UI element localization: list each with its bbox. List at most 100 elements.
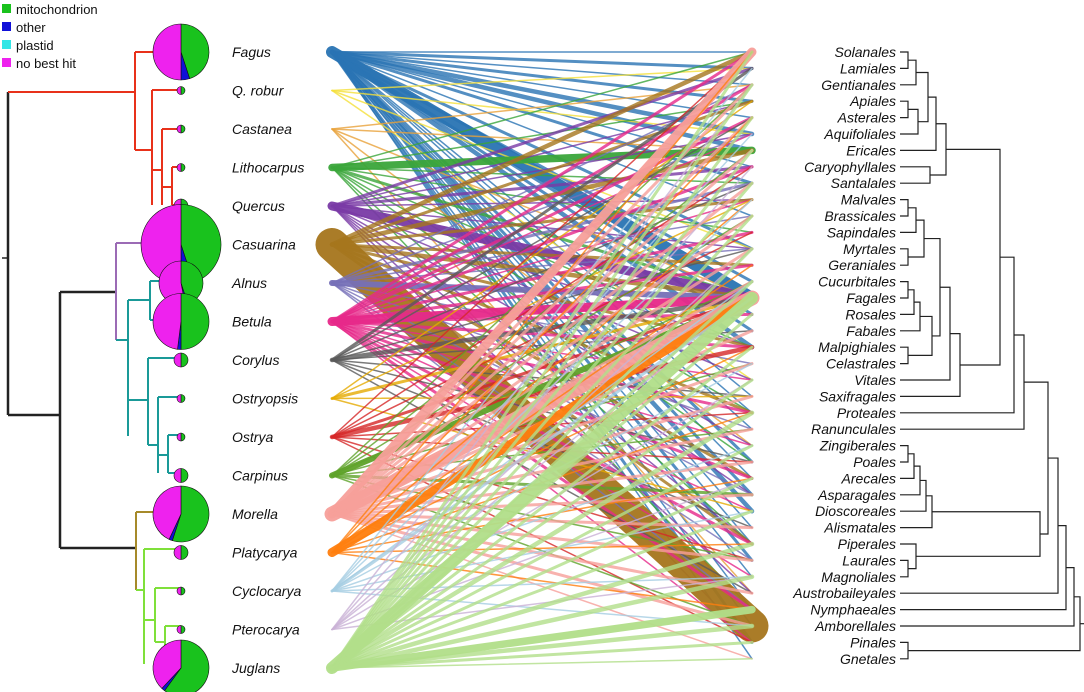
order-label-apiales: Apiales bbox=[849, 93, 896, 109]
pie-slice-q-robur-no-best-hit bbox=[176, 86, 182, 95]
legend-label-plastid: plastid bbox=[16, 38, 54, 53]
order-tree-node-sol-lam bbox=[900, 51, 909, 70]
angiosperm-order-phylogeny bbox=[900, 51, 1084, 660]
link-juglans-vitales bbox=[330, 378, 754, 670]
legend-swatch-other bbox=[2, 22, 11, 31]
pie-q-robur bbox=[176, 86, 186, 95]
fagales-taxon-labels: Fagus Q. robur Castanea Lithocarpus Quercus C… bbox=[231, 44, 304, 676]
order-tree-node-lau-mag bbox=[900, 559, 909, 578]
pie-lithocarpus bbox=[176, 163, 186, 172]
link-fagus-ranunculales bbox=[331, 51, 753, 430]
pie-slice-platycarya-no-best-hit bbox=[173, 545, 182, 560]
link-morella-ranunculales bbox=[330, 427, 754, 516]
pie-betula bbox=[152, 293, 210, 350]
order-tree-node-mono-asp bbox=[900, 465, 921, 496]
pie-slice-castanea-mitochondrion bbox=[180, 124, 186, 134]
pie-slice-q-robur-mitochondrion bbox=[180, 86, 186, 95]
order-label-arecales: Arecales bbox=[841, 470, 896, 486]
taxon-label-casuarina: Casuarina bbox=[232, 237, 296, 253]
link-castanea-ericales bbox=[331, 128, 753, 152]
pie-slice-lithocarpus-no-best-hit bbox=[176, 163, 182, 172]
pie-slice-carpinus-no-best-hit bbox=[173, 468, 182, 483]
pie-carpinus bbox=[173, 468, 189, 483]
order-label-fabales: Fabales bbox=[846, 323, 896, 339]
order-label-malvales: Malvales bbox=[841, 192, 896, 208]
pie-slice-morella-no-best-hit bbox=[152, 485, 182, 540]
order-tree-node-campanulids bbox=[900, 108, 919, 135]
pie-slice-ostryopsis-mitochondrion bbox=[180, 394, 186, 403]
link-juglans-pinales bbox=[330, 640, 754, 670]
order-label-pinales: Pinales bbox=[850, 634, 896, 650]
link-juglans-rosales bbox=[330, 312, 754, 670]
link-platycarya-piperales bbox=[331, 543, 753, 554]
pie-slice-juglans-no-best-hit bbox=[152, 639, 182, 689]
order-tree-node-api-ast bbox=[900, 100, 909, 119]
pie-slice-ostrya-no-best-hit bbox=[176, 432, 182, 442]
order-tree-node-mal-bra bbox=[900, 199, 909, 217]
pie-slice-betula-mitochondrion bbox=[180, 293, 210, 350]
link-juglans-zingiberales bbox=[330, 444, 754, 670]
legend-label-mitochondrion: mitochondrion bbox=[16, 2, 98, 17]
link-lithocarpus-solanales bbox=[331, 51, 753, 169]
taxon-label-corylus: Corylus bbox=[232, 352, 279, 368]
order-label-brassicales: Brassicales bbox=[824, 208, 896, 224]
order-tree-node-mes-aus bbox=[900, 457, 1059, 594]
link-betula-malvales bbox=[331, 198, 753, 323]
link-alnus-fagales bbox=[329, 280, 755, 301]
order-tree-node-mono-dio bbox=[900, 479, 927, 512]
order-tree-node-mal-cel bbox=[900, 346, 909, 365]
pie-slice-platycarya-mitochondrion bbox=[180, 545, 189, 560]
link-juglans-nymphaeales bbox=[328, 605, 756, 672]
pie-slice-juglans-mitochondrion bbox=[164, 639, 210, 692]
order-tree-node-commelinids bbox=[900, 453, 915, 479]
taxon-label-q-robur: Q. robur bbox=[232, 83, 285, 99]
order-label-magnoliales: Magnoliales bbox=[821, 569, 896, 585]
link-morella-alismatales bbox=[330, 512, 754, 530]
order-tree-node-mes-nym bbox=[900, 525, 1067, 611]
pie-slice-corylus-mitochondrion bbox=[180, 352, 189, 368]
link-ostrya-solanales bbox=[331, 51, 753, 438]
order-label-santalales: Santalales bbox=[831, 175, 896, 191]
link-carpinus-ericales bbox=[331, 149, 753, 477]
order-label-ericales: Ericales bbox=[846, 142, 896, 158]
link-juglans-gentianales bbox=[330, 83, 754, 670]
link-alnus-santalales bbox=[330, 181, 754, 285]
order-tree-node-cuc-fag bbox=[900, 281, 909, 299]
legend-label-no-best-hit: no best hit bbox=[16, 56, 76, 71]
order-label-geraniales: Geraniales bbox=[828, 257, 896, 273]
link-fagus-aquifoliales bbox=[329, 49, 755, 137]
legend-swatch-no-best-hit bbox=[2, 58, 11, 67]
order-tree-node-pentapetalae bbox=[946, 148, 1001, 366]
link-morella-laurales bbox=[330, 512, 754, 562]
pie-slice-carpinus-mitochondrion bbox=[180, 468, 189, 483]
legend-label-other: other bbox=[16, 20, 46, 35]
order-tree-node-rosids bbox=[900, 286, 951, 381]
order-label-gentianales: Gentianales bbox=[821, 77, 896, 93]
taxon-label-platycarya: Platycarya bbox=[232, 545, 298, 561]
taxon-label-castanea: Castanea bbox=[232, 121, 292, 137]
link-juglans-gnetales bbox=[331, 658, 753, 669]
pie-corylus bbox=[173, 352, 189, 368]
pie-slice-cyclocarya-mitochondrion bbox=[180, 586, 186, 596]
link-juglans-amborellales bbox=[329, 623, 755, 671]
link-betula-piperales bbox=[330, 320, 754, 546]
legend-swatch-mitochondrion bbox=[2, 4, 11, 13]
taxon-label-cyclocarya: Cyclocarya bbox=[232, 583, 301, 599]
order-label-cucurbitales: Cucurbitales bbox=[818, 274, 896, 290]
pie-charts bbox=[140, 23, 222, 692]
order-tree-node-superasterids bbox=[930, 123, 947, 176]
link-morella-solanales bbox=[327, 47, 757, 519]
link-juglans-piperales bbox=[329, 541, 755, 671]
link-juglans-malpighiales bbox=[330, 345, 754, 670]
link-juglans-proteales bbox=[329, 410, 755, 671]
pie-slice-fagus-mitochondrion bbox=[180, 23, 210, 80]
order-label-poales: Poales bbox=[853, 454, 896, 470]
taxon-label-morella: Morella bbox=[232, 506, 278, 522]
order-label-piperales: Piperales bbox=[838, 536, 896, 552]
pie-ostryopsis bbox=[176, 394, 186, 403]
order-label-solanales: Solanales bbox=[835, 44, 897, 60]
order-label-celastrales: Celastrales bbox=[826, 356, 896, 372]
link-platycarya-malpighiales bbox=[331, 346, 753, 554]
link-fagus-gentianales bbox=[331, 51, 753, 86]
